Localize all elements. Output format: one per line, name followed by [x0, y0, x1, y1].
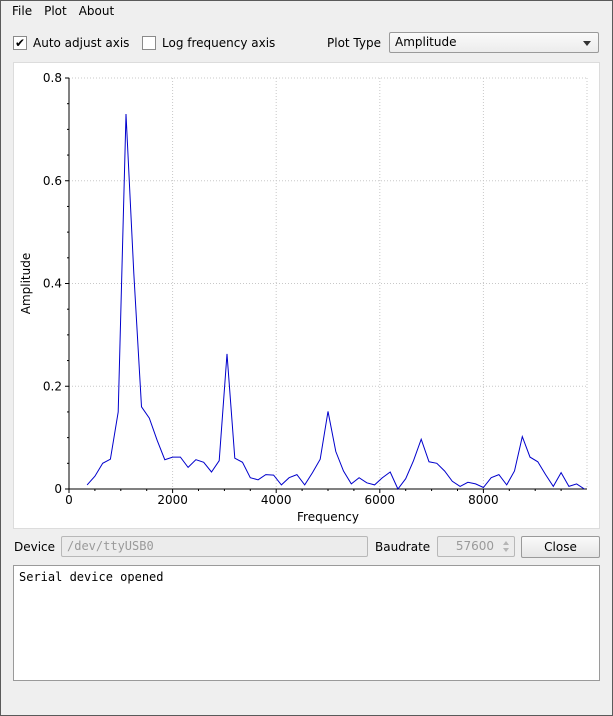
log-frequency-label: Log frequency axis: [162, 36, 276, 50]
menu-plot[interactable]: Plot: [44, 4, 67, 18]
plot-area[interactable]: 0 2000 4000 6000 8000 0 0.2 0.4 0.6 0.8 Frequency A…: [13, 62, 600, 529]
y-axis-label: Amplitude: [19, 253, 33, 315]
menu-file[interactable]: File: [12, 4, 33, 18]
series-line: [86, 113, 585, 490]
y-tick-label: 0.8: [43, 71, 62, 85]
plot-type-label: Plot Type: [327, 36, 381, 50]
y-tick-label: 0.4: [43, 277, 62, 291]
y-tick-label: 0.6: [43, 174, 62, 188]
baudrate-value: 57600: [455, 539, 494, 553]
device-label: Device: [14, 540, 56, 554]
log-frequency-checkbox-wrap[interactable]: Log frequency axis: [142, 36, 275, 50]
auto-adjust-checkbox[interactable]: ✔: [13, 36, 27, 50]
close-button[interactable]: Close: [521, 536, 600, 558]
auto-adjust-label: Auto adjust axis: [33, 36, 130, 50]
chevron-down-icon: [583, 41, 591, 46]
checkmark-icon: ✔: [14, 36, 26, 50]
x-tick-label: 2000: [157, 493, 188, 507]
x-tick-label: 8000: [468, 493, 499, 507]
x-tick-label: 6000: [365, 493, 396, 507]
log-output[interactable]: Serial device opened: [13, 565, 600, 681]
x-axis-label: Frequency: [297, 510, 359, 524]
amplitude-chart: 0 2000 4000 6000 8000 0 0.2 0.4 0.6 0.8 Frequency A…: [19, 71, 588, 524]
plot-type-value: Amplitude: [395, 35, 457, 49]
spin-down-icon[interactable]: [503, 548, 509, 552]
y-tick-label: 0: [54, 482, 62, 496]
baudrate-label: Baudrate: [375, 540, 431, 554]
baudrate-spinbox[interactable]: 57600: [437, 536, 515, 557]
auto-adjust-checkbox-wrap[interactable]: ✔ Auto adjust axis: [13, 36, 129, 50]
x-tick-label: 0: [65, 493, 73, 507]
y-tick-label: 0.2: [43, 379, 62, 393]
menu-bar: File Plot About: [1, 1, 612, 22]
menu-about[interactable]: About: [78, 4, 115, 18]
log-frequency-checkbox[interactable]: [142, 36, 156, 50]
x-tick-label: 4000: [261, 493, 292, 507]
spin-arrows[interactable]: [500, 539, 512, 554]
spin-up-icon[interactable]: [503, 541, 509, 545]
plot-type-select[interactable]: Amplitude: [389, 32, 599, 53]
toolbar-row: ✔ Auto adjust axis Log frequency axis Pl…: [1, 31, 612, 57]
device-input[interactable]: /dev/ttyUSB0: [61, 536, 368, 557]
